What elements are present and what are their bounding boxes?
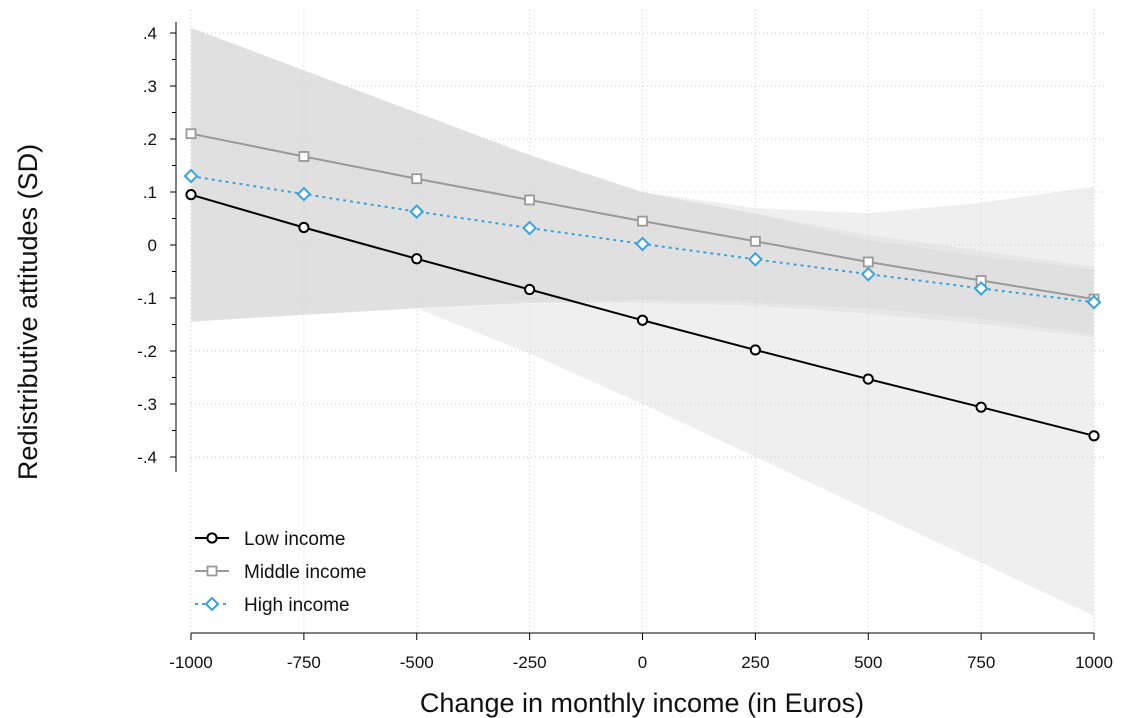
y-tick-label: .1 [143,183,157,202]
data-point [973,281,989,296]
x-tick-label: 500 [854,653,882,672]
y-axis-title: Redistributive attitudes (SD) [13,144,43,480]
data-point [637,215,648,227]
y-tick-label: .3 [143,77,157,96]
series-lines [183,128,1102,442]
x-tick-label: 250 [741,653,769,672]
legend-item: Low income [195,529,345,550]
x-tick-label: -1000 [169,653,212,672]
data-point [635,236,650,252]
legend-item: Middle income [195,562,367,583]
legend: Low income Middle income High income [195,529,367,616]
data-point [411,253,423,265]
y-tick-label: -.2 [137,342,157,361]
legend-marker [206,565,218,577]
data-point [524,283,536,296]
data-point [862,373,874,385]
x-tick-label: -500 [400,653,434,672]
data-point [411,173,423,185]
legend-label: Middle income [244,562,367,583]
data-point [862,256,874,268]
data-point [749,344,761,356]
data-point [749,235,761,247]
data-point [975,401,987,413]
legend-label: Low income [244,529,345,550]
legend-item: High income [195,595,350,616]
data-point [747,251,763,267]
data-point [183,168,199,184]
y-tick-label: -.4 [137,448,157,467]
legend-label: High income [244,595,350,616]
data-point [860,266,876,282]
gridlines [190,10,1104,633]
x-tick-label: 1000 [1075,653,1113,672]
y-tick-label: .2 [143,130,157,149]
y-tick-label: -.1 [137,289,157,308]
series-2 [183,168,1102,310]
data-point [185,189,197,201]
y-tick-label: .4 [143,24,157,43]
series-1 [185,128,1100,305]
axes: .4 .3 .2 .1 0 -.1 -.2 -.3 -.4 -1000 -750 -500 -250 0 2… [137,22,1113,672]
y-tick-label: 0 [148,236,157,255]
legend-marker [204,596,220,612]
x-tick-label: -250 [513,653,547,672]
data-point [296,186,312,202]
data-point [298,221,310,234]
y-tick-label: -.3 [137,395,157,414]
data-point [409,204,425,220]
x-tick-label: 750 [967,653,995,672]
x-tick-label: -750 [287,653,321,672]
series-0 [185,189,1100,442]
data-point [524,194,536,206]
data-point [185,128,197,140]
data-point [1088,430,1100,442]
x-axis-title: Change in monthly income (in Euros) [420,688,864,718]
legend-marker [206,532,218,544]
data-point [522,220,538,236]
data-point [636,314,649,326]
data-point [1086,294,1102,310]
x-tick-label: 0 [638,653,647,672]
data-point [298,151,310,162]
